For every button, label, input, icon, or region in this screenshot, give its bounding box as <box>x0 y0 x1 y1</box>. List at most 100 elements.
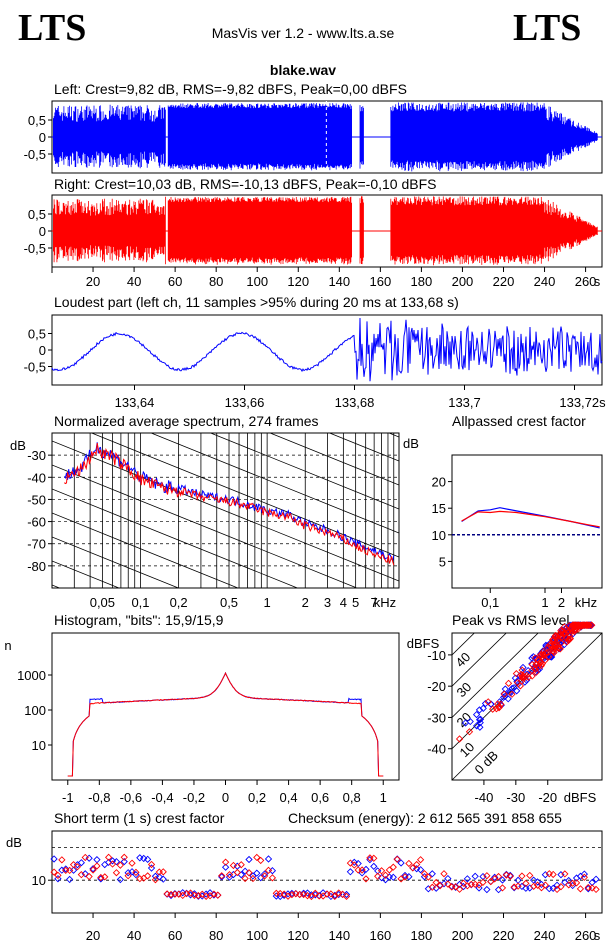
crest-point <box>557 883 565 891</box>
slope-line <box>52 440 399 582</box>
slope-line <box>269 433 399 486</box>
diagonal-label: 0 dB <box>472 748 502 778</box>
diagonal-line <box>452 633 539 719</box>
scatter-point <box>557 627 565 635</box>
x-unit-label: s <box>594 274 601 289</box>
x-tick-label: 0,1 <box>131 595 149 610</box>
x-tick-label: 60 <box>168 928 182 943</box>
x-tick-label: 240 <box>534 274 556 289</box>
spectrum-title: Normalized average spectrum, 274 frames <box>54 413 319 429</box>
y-tick-label: 0 <box>39 224 46 239</box>
histogram-panel: 1000 100 10 n -1 -0,8 -0,6 -0,4 -0,2 0 0,2 0,4 0,6 0,… <box>4 632 400 805</box>
crest-point <box>218 872 226 880</box>
crest-point <box>264 855 273 863</box>
allpass-series-0 <box>461 507 600 529</box>
crest-point <box>381 871 390 879</box>
y-tick-label: -30 <box>427 710 446 725</box>
crest-point <box>522 879 530 888</box>
crest-point <box>518 872 526 880</box>
x-tick-label: -0,8 <box>88 790 110 805</box>
x-tick-label: 133,72s <box>559 395 606 410</box>
y-tick-label: 0,5 <box>28 327 46 342</box>
crest-point <box>436 882 444 890</box>
crest-point <box>362 875 370 883</box>
slope-line <box>52 249 399 389</box>
loudest-part-panel: 0,50 -0,5 133,64 133,66 133,68 133,7 133,72s <box>24 314 606 410</box>
plot-frame <box>51 432 400 589</box>
y-tick-label: 1000 <box>17 668 46 683</box>
slope-line <box>52 512 239 588</box>
crest-point <box>120 853 128 861</box>
crest-point <box>370 854 378 862</box>
x-unit-label: dBFS <box>564 790 597 805</box>
crest-point <box>93 856 101 864</box>
scatter-point <box>524 673 533 682</box>
crest-point <box>241 867 249 875</box>
scatter-point <box>500 690 508 698</box>
crest-point <box>89 866 97 874</box>
x-tick-label: 140 <box>328 274 350 289</box>
crest-point <box>510 883 518 891</box>
crest-point <box>420 870 429 878</box>
x-tick-label: -1 <box>62 790 74 805</box>
crest-point <box>338 890 347 898</box>
x-tick-label: 100 <box>246 274 268 289</box>
crest-point <box>327 890 335 898</box>
scatter-point <box>556 645 564 653</box>
scatter-point <box>508 690 516 698</box>
crest-point <box>565 876 573 885</box>
y-tick-label: -50 <box>27 492 46 507</box>
crest-point <box>463 882 472 890</box>
scatter-point <box>538 659 547 668</box>
y-tick-label: 0 <box>39 343 46 358</box>
x-tick-label: 2 <box>302 595 309 610</box>
crest-point <box>350 858 358 866</box>
crest-point <box>237 861 245 869</box>
x-tick-label: 0,8 <box>343 790 361 805</box>
crest-point <box>428 883 436 891</box>
x-tick-label: 0,5 <box>220 595 238 610</box>
crest-point <box>549 884 557 892</box>
crest-point <box>471 872 479 880</box>
x-unit-label: kHz <box>374 595 396 610</box>
histogram-title: Histogram, "bits": 15,9/15,9 <box>54 612 224 628</box>
x-tick-label: 200 <box>452 274 474 289</box>
plot-frame <box>451 454 603 589</box>
x-tick-label: -20 <box>538 790 557 805</box>
scatter-point <box>518 671 526 679</box>
checksum-text: Checksum (energy): 2 612 565 391 858 655 <box>288 810 562 826</box>
crest-point <box>214 891 222 899</box>
crest-point <box>101 860 109 869</box>
crest-point <box>229 861 238 870</box>
slope-line <box>52 273 399 413</box>
crest-point <box>264 866 273 874</box>
y-tick-label: 0,5 <box>28 207 46 222</box>
crest-point <box>452 883 460 891</box>
crest-point <box>73 863 82 871</box>
crest-point <box>303 892 312 900</box>
y-tick-label: 5 <box>439 554 446 569</box>
x-tick-label: 160 <box>370 928 392 943</box>
file-name: blake.wav <box>269 62 337 78</box>
crest-point <box>335 889 343 897</box>
crest-point <box>479 878 487 886</box>
y-tick-label: 0,5 <box>28 113 46 128</box>
scatter-point <box>560 640 569 649</box>
crest-point <box>225 871 234 879</box>
x-tick-label: 120 <box>287 274 309 289</box>
slope-line <box>90 433 399 558</box>
crest-point <box>292 890 300 898</box>
crest-point <box>182 889 191 898</box>
crest-point <box>108 857 117 865</box>
scatter-point <box>495 703 504 711</box>
crest-point <box>77 859 85 867</box>
diagonal-lines <box>452 633 602 780</box>
crest-point <box>175 890 183 898</box>
x-tick-label: 140 <box>328 928 350 943</box>
crest-point <box>303 889 312 897</box>
crest-point <box>202 892 210 900</box>
y-tick-label: -20 <box>427 679 446 694</box>
crest-point <box>85 854 93 862</box>
scatter-point <box>537 658 545 666</box>
